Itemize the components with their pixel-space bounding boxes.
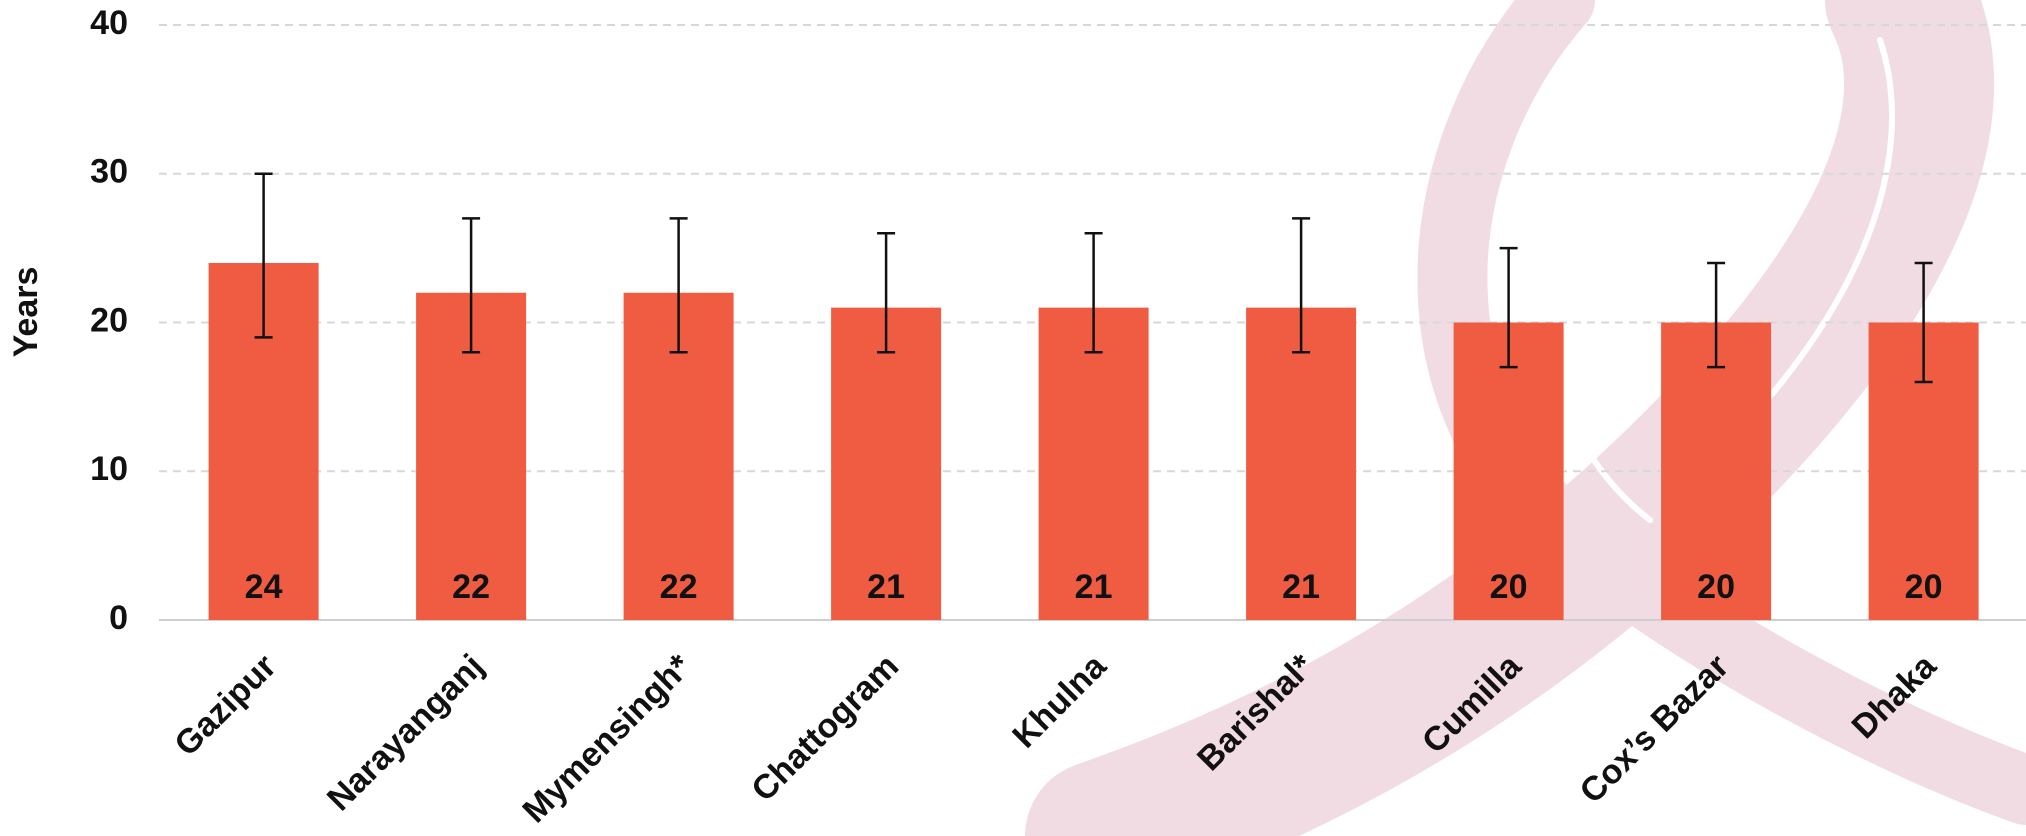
x-tick-label: Cox’s Bazar	[1573, 647, 1737, 811]
value-label: 21	[1282, 568, 1320, 606]
value-label: 20	[1697, 568, 1735, 606]
y-tick-label: 0	[109, 599, 128, 637]
value-label: 20	[1905, 568, 1943, 606]
value-label: 21	[1075, 568, 1113, 606]
bar	[1453, 322, 1564, 620]
ribbon-decoration	[1025, 0, 2026, 836]
bar	[1661, 322, 1772, 620]
x-tick-label: Narayanganj	[320, 647, 491, 818]
value-label: 21	[867, 568, 905, 606]
x-tick-label: Khulna	[1005, 646, 1114, 755]
y-axis-label: Years	[7, 267, 45, 358]
x-tick-label: Chattogram	[744, 647, 906, 809]
bar	[1246, 307, 1357, 620]
error-bar	[1499, 246, 1518, 369]
y-tick-label: 20	[90, 301, 128, 339]
error-bar	[1084, 232, 1103, 354]
error-bar	[462, 217, 481, 354]
error-bar	[1292, 217, 1311, 354]
y-tick-label: 40	[90, 4, 128, 42]
value-label: 20	[1490, 568, 1528, 606]
y-tick-label: 10	[90, 450, 128, 488]
error-bar	[254, 172, 273, 339]
value-label: 24	[245, 568, 283, 606]
y-tick-label: 30	[90, 153, 128, 191]
value-label: 22	[452, 568, 490, 606]
x-tick-label: Gazipur	[167, 647, 283, 763]
bar	[1038, 307, 1149, 620]
error-bar	[1707, 261, 1726, 369]
x-tick-label: Mymensingh*	[515, 647, 699, 831]
error-bar	[877, 232, 896, 354]
error-bar	[1914, 261, 1933, 384]
bar	[831, 307, 942, 620]
error-bar	[669, 217, 688, 354]
value-label: 22	[660, 568, 698, 606]
